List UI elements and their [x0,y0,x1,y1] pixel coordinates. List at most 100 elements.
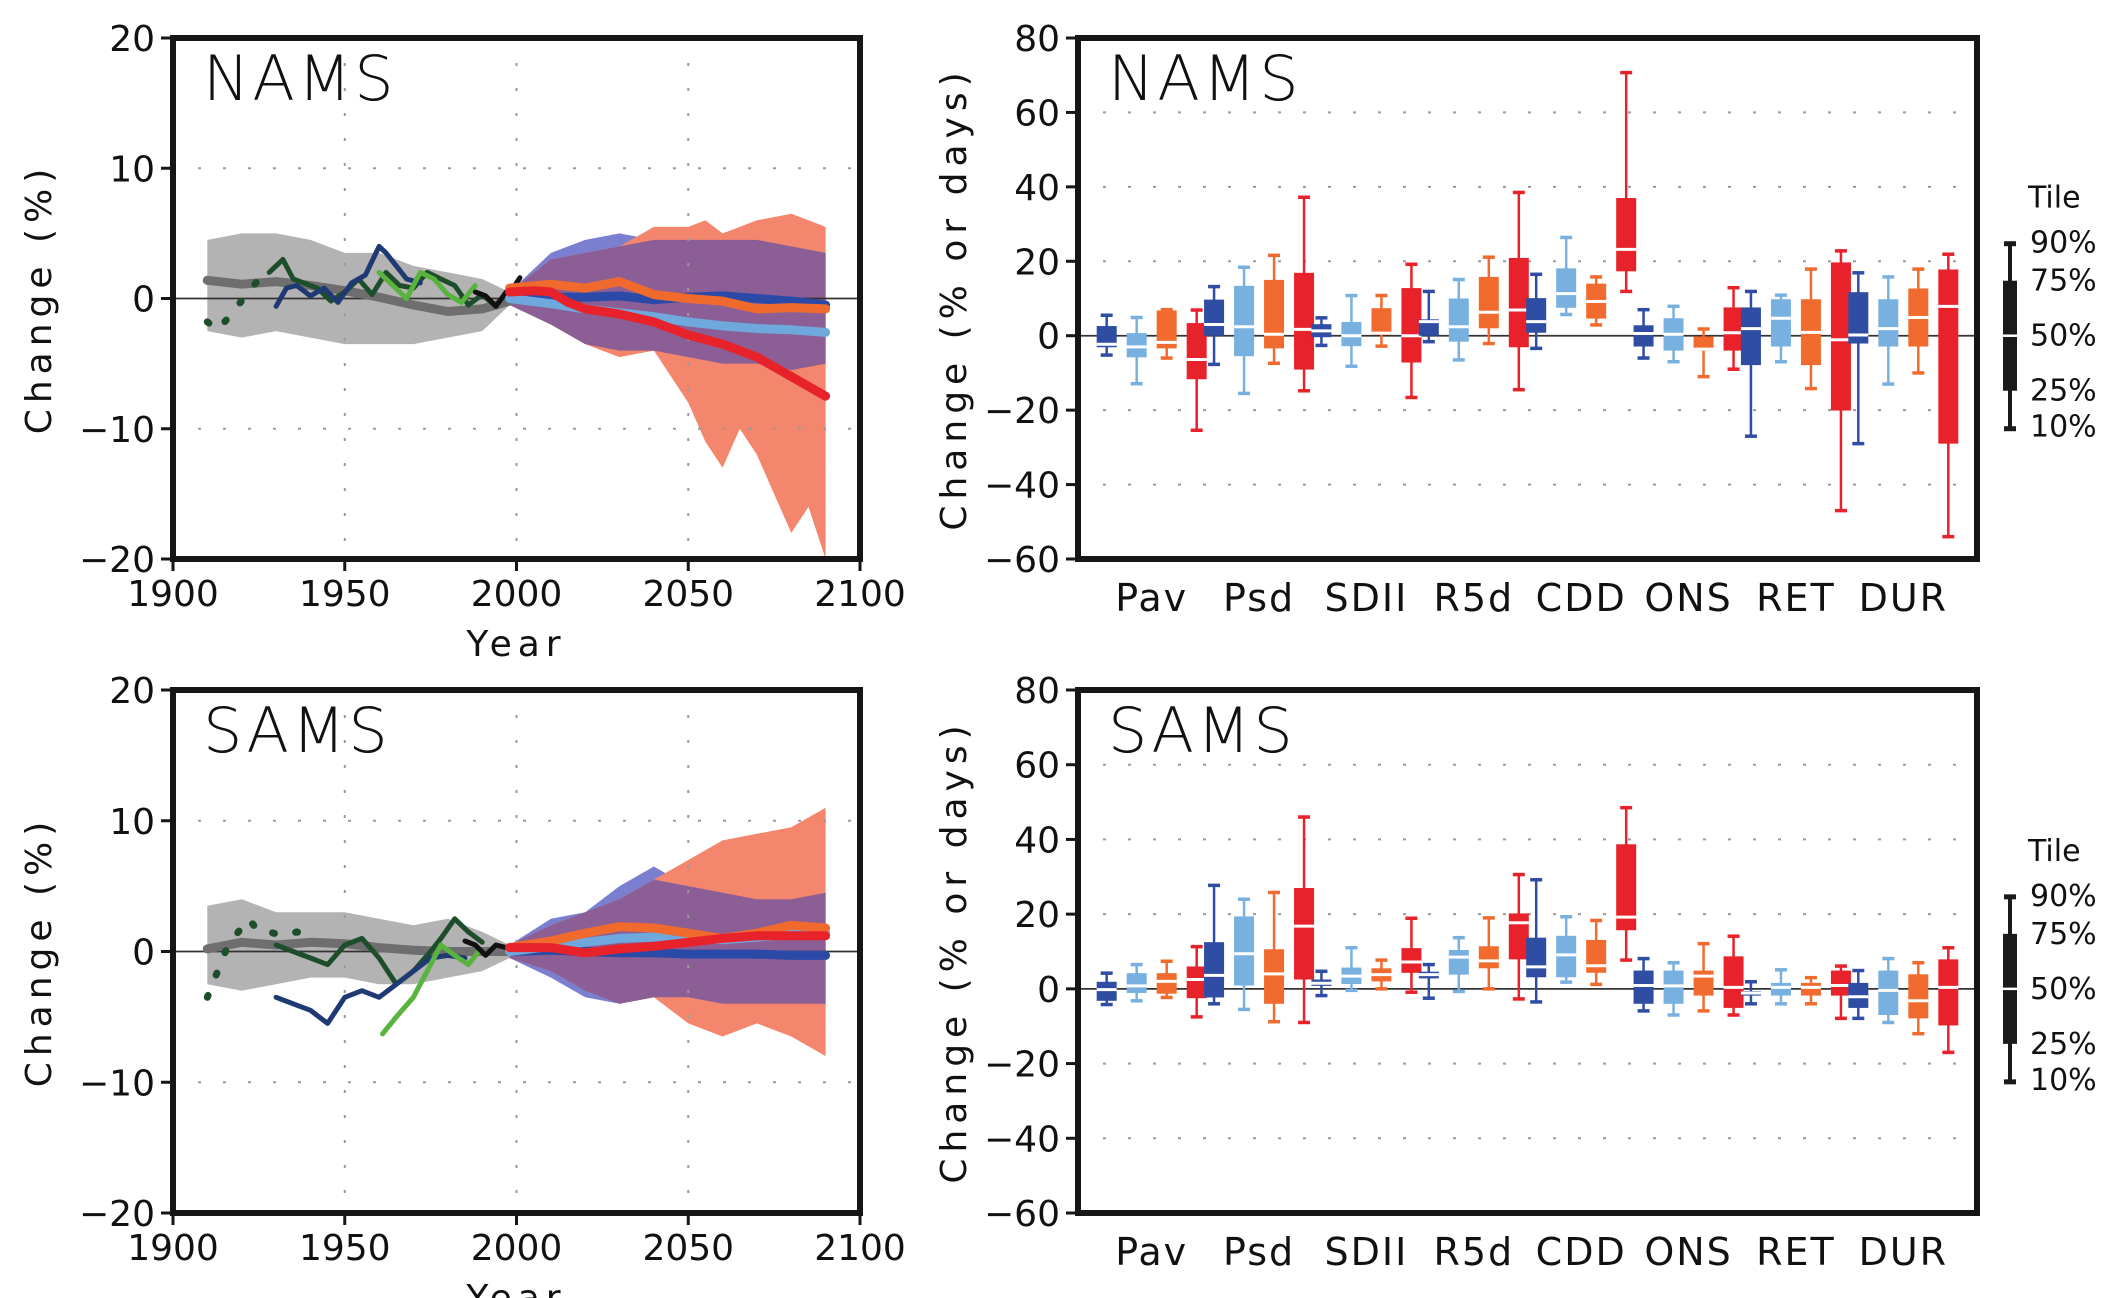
series-lines [202,243,831,401]
iqr-box [1204,942,1225,998]
x-axis-ticks: 1900 1950 2000 2050 2100 [127,559,906,615]
iqr-box [1878,970,1899,1016]
y-tick-label: 80 [1014,671,1060,712]
iqr-box [1234,285,1255,357]
iqr-box [1418,319,1439,336]
y-tick-label: −40 [984,1119,1060,1160]
iqr-box [1723,956,1744,1008]
panel-title: SAMS [1108,694,1296,767]
y-axis-ticks: −20 −10 0 10 20 [79,19,173,581]
plot-frame [1075,35,1980,562]
iqr-box [1126,973,1147,993]
x-axis-ticks: 1900 1950 2000 2050 2100 [127,1213,906,1269]
iqr-box [1723,307,1744,351]
category-label: R5d [1433,1230,1514,1274]
y-tick-label: 20 [109,671,155,712]
box-group-psd [1204,815,1315,1025]
panel-title: NAMS [1108,42,1302,115]
x-tick-label: 2100 [814,1228,906,1269]
x-tick-label: 2050 [642,574,734,615]
y-tick-label: −20 [79,1194,155,1235]
box-group-r5d [1418,190,1529,392]
y-tick-label: −40 [984,466,1060,507]
category-label: Psd [1223,1230,1295,1274]
box-group-psd [1204,195,1315,396]
category-label: Pav [1115,576,1188,620]
category-label: R5d [1433,576,1514,620]
y-tick-label: −10 [79,1063,155,1104]
legend-label: 50% [2030,319,2097,354]
iqr-box [1096,981,1117,1001]
obs-dotted-green-line [203,915,314,1001]
iqr-box [1508,913,1529,960]
iqr-box [1908,974,1929,1019]
y-axis-label: Change (%) [19,816,60,1088]
y-tick-label: −60 [984,540,1060,581]
box-group-ons [1633,934,1744,1017]
legend-label: 75% [2030,264,2097,299]
panel-title: SAMS [203,694,391,767]
y-axis-ticks: −60 −40 −20 0 20 40 60 80 [984,19,1078,581]
box-group-cdd [1526,805,1637,1004]
category-label: Pav [1115,1230,1188,1274]
scenario-orange-line [505,277,831,314]
x-tick-label: 1900 [127,1228,219,1269]
y-tick-label: 40 [1014,820,1060,861]
box-group-pav [1096,307,1207,432]
legend-label: 75% [2030,917,2097,952]
plot-frame [1075,687,1980,1216]
future-overlap-band [509,239,826,371]
y-axis-label: Change (% or days) [934,66,975,530]
category-label: CDD [1536,576,1627,620]
y-tick-label: 20 [1014,895,1060,936]
iqr-box [1526,937,1547,978]
panel-title: NAMS [203,42,397,115]
category-label: DUR [1859,1230,1948,1274]
y-axis-label: Change (%) [19,163,60,435]
x-tick-label: 2100 [814,574,906,615]
obs-dark-green-line [273,916,485,987]
iqr-box [1616,198,1637,272]
obs-dark-green-line [266,256,499,309]
iqr-box [1448,950,1469,975]
iqr-box [1830,970,1851,996]
category-label: SDII [1325,1230,1409,1274]
iqr-box [1156,973,1177,994]
iqr-box [1556,268,1577,308]
category-labels: Pav Psd SDII R5d CDD ONS RET DUR [1115,576,1946,620]
iqr-box [1401,288,1422,363]
iqr-box [1186,323,1207,380]
box-group-ret [1740,249,1851,513]
y-tick-label: 80 [1014,19,1060,60]
obs-navy-line [273,243,423,309]
box-group-dur [1848,252,1959,539]
scenario-orange-line [505,920,831,953]
percentile-legend-sams: Tile 90%75% 50% 25%10% [2003,834,2097,1098]
y-tick-label: −10 [79,410,155,451]
y-tick-label: 60 [1014,746,1060,787]
y-axis-label: Change (% or days) [934,719,975,1183]
iqr-box [1938,269,1959,444]
legend-title: Tile [2027,834,2081,869]
y-tick-label: −20 [984,1045,1060,1086]
iqr-box [1848,292,1869,344]
y-axis-ticks: −20 −10 0 10 20 [79,671,173,1235]
legend-label: 25% [2030,374,2097,409]
iqr-box [1294,887,1315,980]
x-tick-label: 2000 [471,574,563,615]
scenario-red-line [505,931,831,958]
iqr-box [1693,970,1714,996]
y-tick-label: 60 [1014,93,1060,134]
iqr-box [1234,916,1255,986]
x-axis-label: Year [465,624,566,665]
box-group-sdii [1311,262,1422,400]
legend-label: 10% [2030,1063,2097,1098]
box-group-ret [1740,964,1851,1021]
obs-light-green-line [380,942,482,1037]
x-tick-label: 2050 [642,1228,734,1269]
nams-boxplot-panel: −60 −40 −20 0 20 40 60 80 Pav Psd SDII R5d CDD ONS RE… [934,19,1980,620]
x-tick-label: 1950 [299,1228,391,1269]
scenario-red-line [505,286,831,401]
iqr-box [1204,299,1225,336]
